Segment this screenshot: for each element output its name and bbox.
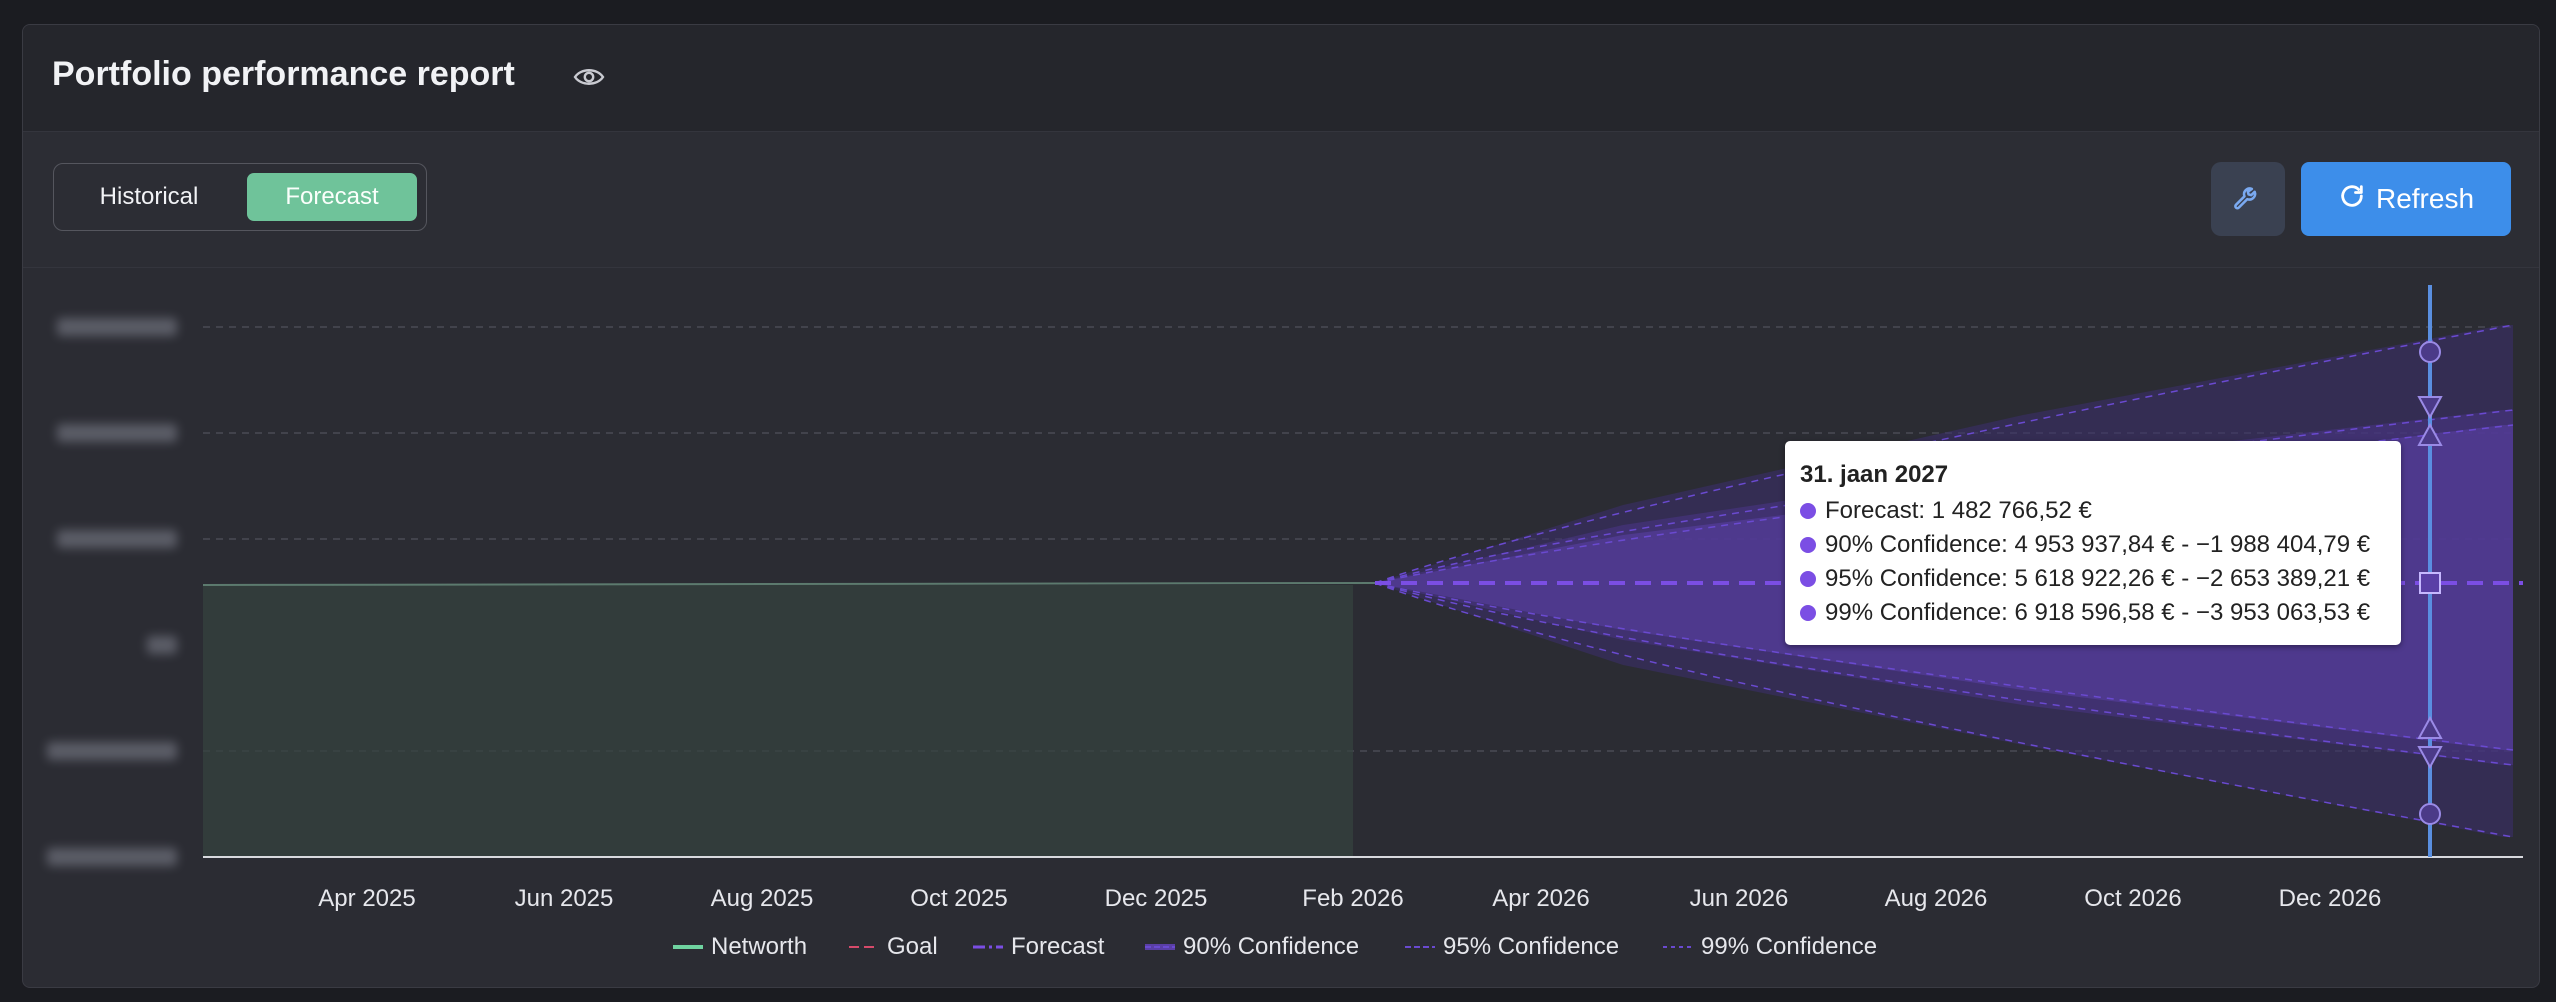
marker-95-upper [2417,396,2443,420]
report-card: Portfolio performance report Historical … [22,24,2540,988]
refresh-button[interactable]: Refresh [2301,162,2511,236]
legend-goal-swatch [849,946,879,948]
chart-tooltip: 31. jaan 2027 Forecast: 1 482 766,52 € 9… [1785,441,2401,645]
confidence-95-lower [1374,582,2514,766]
wrench-icon [2231,180,2265,219]
tooltip-row-text: 99% Confidence: 6 918 596,58 € - −3 953 … [1825,599,2371,626]
legend-conf-99[interactable]: 99% Confidence [1663,933,1877,961]
x-tick-label: Oct 2026 [2084,885,2182,912]
x-tick-label: Aug 2026 [1884,885,1988,912]
series-dot [1800,605,1816,621]
x-tick-label: Apr 2026 [1492,885,1590,912]
eye-icon[interactable] [570,62,608,92]
legend-label: Forecast [1011,933,1105,960]
confidence-99-upper [1374,324,2514,584]
historical-tab[interactable]: Historical [99,183,199,210]
marker-forecast [2419,572,2441,594]
x-tick-label: Oct 2025 [910,885,1008,912]
tooltip-row-text: Forecast: 1 482 766,52 € [1825,497,2092,524]
x-tick-label: Dec 2025 [1104,885,1208,912]
networth-area [203,585,1353,857]
tooltip-row-90: 90% Confidence: 4 953 937,84 € - −1 988 … [1800,531,2370,559]
card-header [23,25,2539,132]
y-tick-label [47,742,177,760]
legend-networth-swatch [673,945,703,949]
legend-conf-95-swatch [1405,946,1435,948]
marker-90-lower [2417,715,2443,739]
tooltip-row-text: 90% Confidence: 4 953 937,84 € - −1 988 … [1825,531,2371,558]
legend-label: 95% Confidence [1443,933,1620,960]
legend-forecast-swatch [973,945,1003,949]
page-title: Portfolio performance report [52,55,515,93]
tooltip-row-text: 95% Confidence: 5 618 922,26 € - −2 653 … [1825,565,2371,592]
x-tick-label: Apr 2025 [318,885,416,912]
refresh-label: Refresh [2375,183,2475,214]
legend-label: 99% Confidence [1701,933,1878,960]
networth-line [202,582,1376,586]
view-segmented-control: Historical Forecast [53,163,427,231]
confidence-95-upper [1374,409,2514,584]
x-tick-label: Aug 2025 [710,885,814,912]
confidence-99-lower [1374,582,2514,838]
legend-conf-95[interactable]: 95% Confidence [1405,933,1619,961]
forecast-tab[interactable]: Forecast [247,173,417,221]
x-tick-label: Jun 2026 [1689,885,1789,912]
tooltip-date: 31. jaan 2027 [1800,461,1949,488]
y-tick-label [57,318,177,336]
legend-conf-90[interactable]: 90% Confidence [1145,933,1359,961]
tooltip-row-95: 95% Confidence: 5 618 922,26 € - −2 653 … [1800,565,2370,593]
toolbar [23,132,2539,268]
y-tick-label [147,636,177,654]
legend-goal[interactable]: Goal [849,933,938,961]
series-dot [1800,503,1816,519]
y-tick-label [57,424,177,442]
legend-networth[interactable]: Networth [673,933,807,961]
legend-conf-90-swatch [1145,944,1175,950]
legend-label: Networth [711,933,808,960]
x-tick-label: Jun 2025 [514,885,614,912]
settings-button[interactable] [2211,162,2285,236]
tooltip-row-forecast: Forecast: 1 482 766,52 € [1800,497,2092,525]
series-dot [1800,537,1816,553]
tooltip-row-99: 99% Confidence: 6 918 596,58 € - −3 953 … [1800,599,2370,627]
marker-95-lower [2417,746,2443,770]
y-tick-label [57,530,177,548]
legend-conf-99-swatch [1663,946,1693,948]
legend-forecast[interactable]: Forecast [973,933,1104,961]
series-dot [1800,571,1816,587]
legend-label: 90% Confidence [1183,933,1360,960]
legend-label: Goal [887,933,938,960]
x-tick-label: Feb 2026 [1302,885,1404,912]
y-tick-label [47,848,177,866]
marker-99-upper [2419,341,2441,363]
marker-90-upper [2417,422,2443,446]
refresh-icon [2338,182,2366,217]
x-tick-label: Dec 2026 [2278,885,2382,912]
chart-legend: Networth Goal Forecast 90% Confidence 95… [23,933,2539,969]
marker-99-lower [2419,803,2441,825]
confidence-90-lower [1374,582,2514,751]
